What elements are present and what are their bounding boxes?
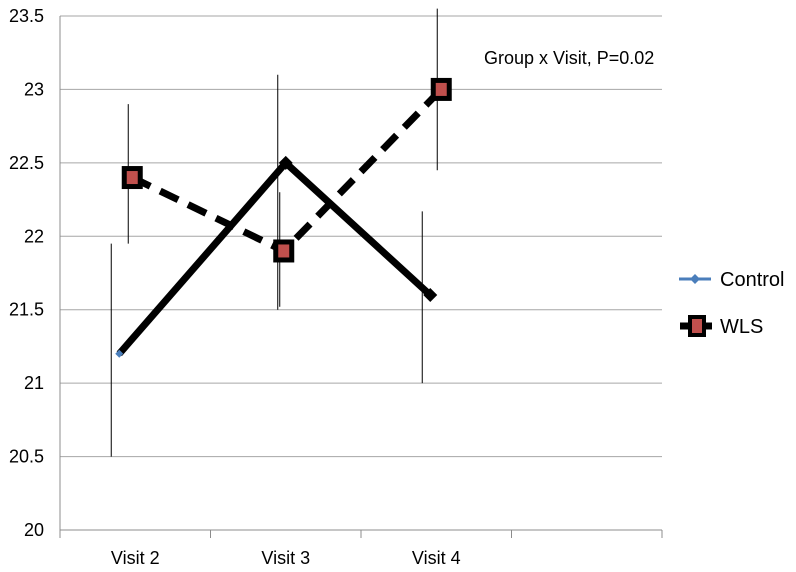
y-tick-label: 22.5 bbox=[9, 153, 44, 173]
data-point-wls bbox=[121, 166, 143, 190]
y-tick-label: 23.5 bbox=[9, 6, 44, 26]
data-point-control bbox=[423, 288, 438, 303]
y-tick-label: 23 bbox=[24, 79, 44, 99]
legend-label-wls: WLS bbox=[720, 316, 763, 338]
legend-marker-wls bbox=[688, 315, 706, 337]
data-point-wls bbox=[430, 77, 452, 101]
tick-labels: 20 20.5 21 21.5 22 22.5 23 23.5 Visit 2 Visit 3 Vi… bbox=[9, 6, 461, 568]
x-tick-label: Visit 4 bbox=[412, 548, 461, 568]
error-bars bbox=[110, 8, 438, 457]
y-tick-label: 20 bbox=[24, 520, 44, 540]
axes bbox=[59, 16, 663, 538]
legend: Control WLS bbox=[679, 269, 784, 338]
data-point-control bbox=[278, 155, 293, 170]
y-tick-label: 20.5 bbox=[9, 447, 44, 467]
data-point-wls bbox=[273, 239, 295, 263]
legend-marker-control bbox=[690, 274, 700, 284]
series-markers bbox=[115, 77, 452, 358]
x-tick-label: Visit 3 bbox=[261, 548, 310, 568]
y-tick-label: 21 bbox=[24, 373, 44, 393]
data-point-control bbox=[115, 349, 124, 358]
legend-label-control: Control bbox=[720, 269, 784, 291]
y-tick-label: 21.5 bbox=[9, 300, 44, 320]
series-line-wls bbox=[130, 86, 444, 256]
gridlines bbox=[60, 15, 662, 531]
chart-annotation: Group x Visit, P=0.02 bbox=[484, 48, 654, 68]
y-tick-label: 22 bbox=[24, 226, 44, 246]
x-tick-label: Visit 2 bbox=[111, 548, 160, 568]
